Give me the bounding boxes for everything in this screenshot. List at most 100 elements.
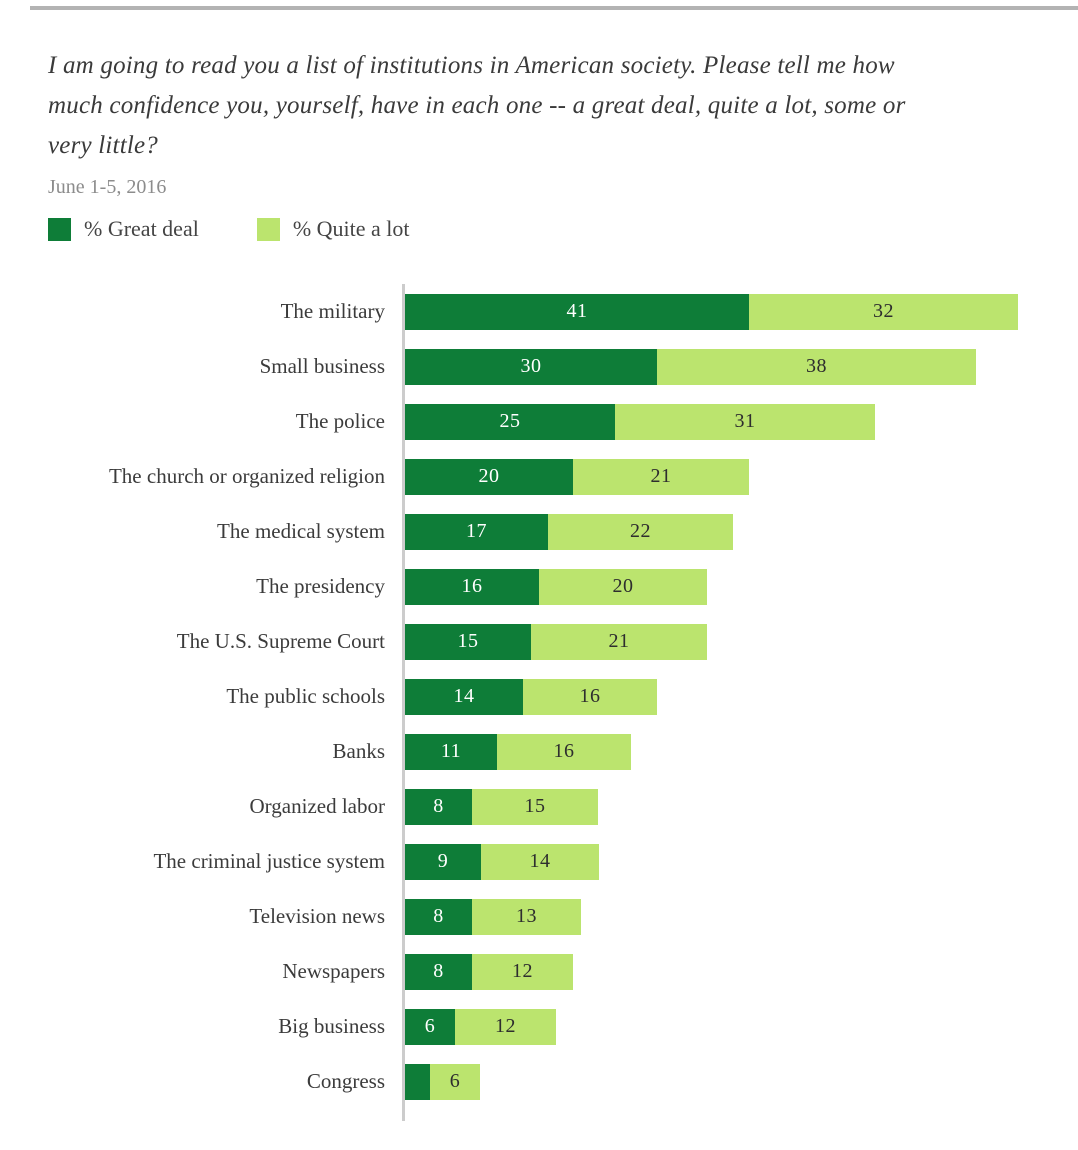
date-subtitle: June 1-5, 2016	[48, 176, 167, 198]
category-label: The church or organized religion	[48, 464, 402, 489]
bar-stack: 16 20	[405, 568, 707, 605]
bar-segment-great-deal: 15	[405, 623, 531, 660]
category-label-text: Small business	[259, 354, 385, 378]
survey-question-title: I am going to read you a list of institu…	[48, 46, 1048, 166]
chart-card: I am going to read you a list of institu…	[0, 46, 1078, 1121]
bar-segment-great-deal: 25	[405, 403, 615, 440]
great-deal-swatch-icon	[48, 217, 71, 241]
chart-row: The church or organized religion 20 21	[48, 449, 1048, 504]
bar-stack: 30 38	[405, 348, 976, 385]
bar-segment-quite-a-lot: 38	[657, 348, 976, 385]
bar-segment-great-deal: 14	[405, 678, 523, 715]
title-line: I am going to read you a list of institu…	[48, 52, 895, 79]
bar-segment-quite-a-lot: 21	[531, 623, 707, 660]
bar-stack: 9 14	[405, 843, 599, 880]
title-line: very little?	[48, 132, 158, 159]
bar-stack: 8 13	[405, 898, 581, 935]
bar-value-label: 16	[579, 685, 601, 707]
category-label: Big business	[48, 1014, 402, 1039]
category-label: The military	[48, 299, 402, 324]
chart-row: The U.S. Supreme Court 15 21	[48, 614, 1048, 669]
category-label-text: Newspapers	[282, 959, 385, 983]
category-label: The public schools	[48, 684, 402, 709]
bar-segment-great-deal: 16	[405, 568, 539, 605]
category-label: Banks	[48, 739, 402, 764]
bar-segment-quite-a-lot: 14	[481, 843, 599, 880]
legend-item-quite-a-lot: % Quite a lot	[256, 216, 410, 242]
bar-value-label: 14	[529, 850, 551, 872]
category-label-text: The medical system	[217, 519, 385, 543]
bar-segment-great-deal: 9	[405, 843, 481, 880]
legend-label-great-deal: % Great deal	[84, 216, 199, 241]
category-label-text: The U.S. Supreme Court	[176, 629, 385, 653]
chart-row: Television news 8 13	[48, 889, 1048, 944]
category-label: The U.S. Supreme Court	[48, 629, 402, 654]
bar-segment-great-deal: 8	[405, 898, 472, 935]
bar-segment-quite-a-lot: 15	[472, 788, 598, 825]
chart-row: The presidency 16 20	[48, 559, 1048, 614]
bar-segment-quite-a-lot: 20	[539, 568, 707, 605]
bar-segment-great-deal: 11	[405, 733, 497, 770]
bar-stack: 20 21	[405, 458, 749, 495]
chart-row: Big business 6 12	[48, 999, 1048, 1054]
bar-value-label: 6	[424, 1015, 436, 1037]
legend-label-quite-a-lot: % Quite a lot	[292, 216, 410, 241]
bar-stack: 6 12	[405, 1008, 556, 1045]
category-label-text: The church or organized religion	[108, 464, 385, 488]
category-label-text: The military	[280, 299, 385, 323]
chart-row: Organized labor 8 15	[48, 779, 1048, 834]
category-label: Television news	[48, 904, 402, 929]
category-label: The medical system	[48, 519, 402, 544]
title-line: much confidence you, yourself, have in e…	[48, 92, 906, 119]
bar-segment-quite-a-lot: 12	[472, 953, 573, 990]
category-label-text: The presidency	[256, 574, 385, 598]
bar-segment-great-deal: 6	[405, 1008, 455, 1045]
category-label-text: Television news	[249, 904, 385, 928]
bar-segment-great-deal: 17	[405, 513, 548, 550]
bar-value-label: 21	[608, 630, 630, 652]
chart-row: The public schools 14 16	[48, 669, 1048, 724]
bar-stack: 6	[405, 1063, 480, 1100]
bar-value-label: 30	[520, 355, 542, 377]
bar-segment-quite-a-lot: 16	[497, 733, 631, 770]
bar-stack: 11 16	[405, 733, 631, 770]
bar-stack: 15 21	[405, 623, 707, 660]
category-label: Small business	[48, 354, 402, 379]
chart-row: Banks 11 16	[48, 724, 1048, 779]
stacked-bar-chart: The military 41 32 Small business 30 38 The po…	[48, 284, 1048, 1121]
bar-value-label: 21	[650, 465, 672, 487]
bar-value-label: 20	[612, 575, 634, 597]
bar-value-label: 22	[630, 520, 651, 542]
category-label-text: Organized labor	[249, 794, 385, 818]
quite-a-lot-swatch-icon	[256, 217, 280, 241]
bar-stack: 14 16	[405, 678, 657, 715]
bar-segment-quite-a-lot: 32	[749, 293, 1018, 330]
bar-value-label: 15	[524, 795, 546, 817]
bar-stack: 8 15	[405, 788, 598, 825]
bar-segment-great-deal: 41	[405, 293, 749, 330]
bar-value-label: 16	[553, 740, 575, 762]
bar-segment-quite-a-lot: 12	[455, 1008, 556, 1045]
category-label: The police	[48, 409, 402, 434]
bar-value-label: 20	[478, 465, 500, 487]
bar-value-label: 41	[566, 300, 588, 322]
bar-segment-great-deal: 30	[405, 348, 657, 385]
bar-value-label: 8	[433, 905, 444, 927]
bar-segment-great-deal: 8	[405, 788, 472, 825]
legend-item-great-deal: % Great deal	[48, 216, 199, 242]
bar-value-label: 25	[499, 410, 521, 432]
category-label: Organized labor	[48, 794, 402, 819]
bar-stack: 25 31	[405, 403, 875, 440]
category-label: Congress	[48, 1069, 402, 1094]
bar-segment-quite-a-lot: 6	[430, 1063, 480, 1100]
bar-value-label: 12	[495, 1015, 516, 1037]
bar-value-label: 38	[806, 355, 827, 377]
bar-segment-quite-a-lot: 21	[573, 458, 749, 495]
category-label: The presidency	[48, 574, 402, 599]
bar-value-label: 32	[873, 300, 894, 322]
bar-segment-great-deal: 20	[405, 458, 573, 495]
chart-row: The military 41 32	[48, 284, 1048, 339]
legend: % Great deal % Quite a lot	[48, 216, 1048, 242]
bar-segment-quite-a-lot: 31	[615, 403, 875, 440]
bar-value-label: 14	[453, 685, 475, 707]
